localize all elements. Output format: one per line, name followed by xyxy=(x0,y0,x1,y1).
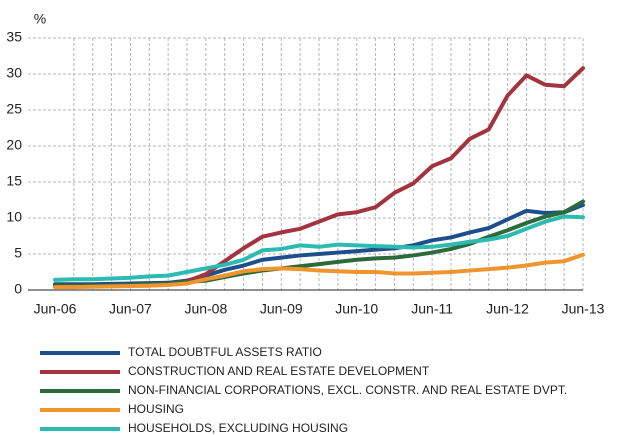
legend-label: HOUSEHOLDS, EXCLUDING HOUSING xyxy=(128,421,348,435)
y-tick-label: 20 xyxy=(6,137,22,153)
y-unit-label: % xyxy=(34,11,46,27)
y-tick-label: 0 xyxy=(14,281,22,297)
x-tick-label: Jun-06 xyxy=(34,301,77,317)
x-tick-label: Jun-08 xyxy=(184,301,227,317)
x-tick-label: Jun-07 xyxy=(109,301,152,317)
y-tick-label: 15 xyxy=(6,173,22,189)
y-tick-label: 30 xyxy=(6,65,22,81)
series-line xyxy=(53,252,585,290)
y-tick-label: 5 xyxy=(14,245,22,261)
x-tick-label: Jun-10 xyxy=(335,301,378,317)
series-line xyxy=(53,214,585,282)
legend-label: HOUSING xyxy=(128,402,184,416)
y-tick-label: 10 xyxy=(6,209,22,225)
x-tick-label: Jun-13 xyxy=(562,301,605,317)
y-tick-label: 25 xyxy=(6,101,22,117)
y-tick-label: 35 xyxy=(6,29,22,45)
legend-label: CONSTRUCTION AND REAL ESTATE DEVELOPMENT xyxy=(128,364,430,378)
x-tick-label: Jun-12 xyxy=(486,301,529,317)
legend-label: TOTAL DOUBTFUL ASSETS RATIO xyxy=(128,345,322,359)
x-tick-label: Jun-09 xyxy=(260,301,303,317)
x-tick-label: Jun-11 xyxy=(411,301,453,317)
legend-label: NON-FINANCIAL CORPORATIONS, EXCL. CONSTR… xyxy=(128,383,567,397)
